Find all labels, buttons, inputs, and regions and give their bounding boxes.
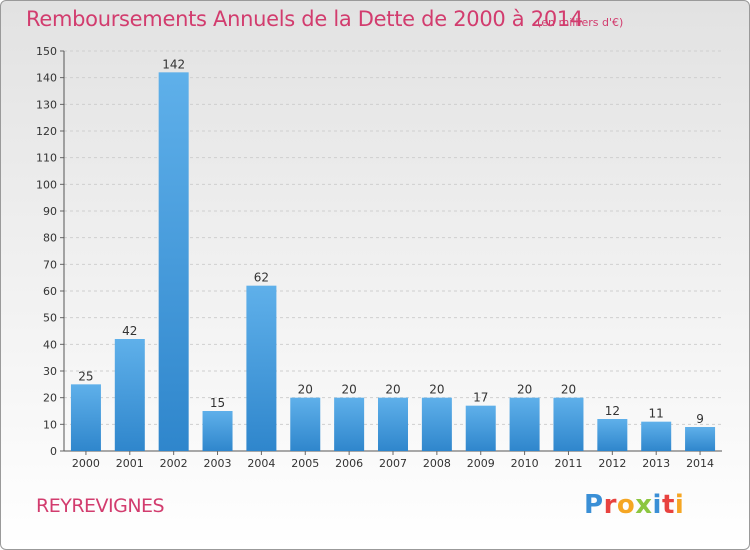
y-tick-label: 80 xyxy=(43,232,57,245)
x-tick-label: 2002 xyxy=(160,457,188,470)
x-tick-label: 2013 xyxy=(642,457,670,470)
y-tick-label: 70 xyxy=(43,258,57,271)
logo-letter: o xyxy=(616,490,636,520)
bar xyxy=(114,339,145,451)
x-tick-label: 2007 xyxy=(379,457,407,470)
bar xyxy=(378,397,408,451)
bar-value-label: 20 xyxy=(429,383,444,397)
logo-letter: P xyxy=(584,490,604,520)
x-tick-label: 2005 xyxy=(291,457,319,470)
y-tick-label: 50 xyxy=(43,312,57,325)
bar xyxy=(290,397,321,451)
bar xyxy=(509,397,540,451)
bar xyxy=(202,411,233,451)
y-tick-label: 90 xyxy=(43,205,57,218)
x-tick-label: 2001 xyxy=(116,457,144,470)
bar-value-label: 20 xyxy=(561,383,576,397)
logo-letter: r xyxy=(603,490,617,520)
x-tick-label: 2009 xyxy=(467,457,495,470)
y-tick-label: 150 xyxy=(36,45,57,58)
x-tick-label: 2004 xyxy=(247,457,275,470)
logo-letter: i xyxy=(674,490,685,520)
bar-value-label: 17 xyxy=(473,391,488,405)
x-tick-label: 2014 xyxy=(686,457,714,470)
y-tick-label: 30 xyxy=(43,365,57,378)
bar-value-label: 12 xyxy=(605,404,620,418)
y-tick-label: 10 xyxy=(43,418,57,431)
logo-letter: i xyxy=(652,490,662,520)
y-tick-label: 0 xyxy=(50,445,57,458)
logo-letter: t xyxy=(661,490,675,520)
x-tick-label: 2000 xyxy=(72,457,100,470)
chart-title: Remboursements Annuels de la Dette de 20… xyxy=(26,7,583,31)
commune-name: REYREVIGNES xyxy=(36,495,165,517)
bar xyxy=(641,421,672,451)
bar-value-label: 9 xyxy=(696,412,704,426)
x-tick-label: 2006 xyxy=(335,457,363,470)
proxiti-logo: Proxiti xyxy=(584,490,684,520)
y-tick-label: 100 xyxy=(36,178,57,191)
bar xyxy=(421,397,452,451)
bar-value-label: 20 xyxy=(385,383,400,397)
bar xyxy=(70,384,101,451)
x-tick-label: 2010 xyxy=(511,457,539,470)
x-tick-label: 2012 xyxy=(598,457,626,470)
chart-subtitle: (en milliers d'€) xyxy=(537,16,624,29)
bar-value-label: 20 xyxy=(341,383,356,397)
bar xyxy=(685,427,716,451)
y-tick-label: 120 xyxy=(36,125,57,138)
bar-value-label: 20 xyxy=(517,383,532,397)
bar xyxy=(597,419,628,451)
x-tick-label: 2011 xyxy=(554,457,582,470)
bar-value-label: 142 xyxy=(162,57,185,71)
bar-value-label: 25 xyxy=(78,369,93,383)
x-tick-label: 2008 xyxy=(423,457,451,470)
bar-value-label: 15 xyxy=(210,396,225,410)
bar-value-label: 20 xyxy=(298,383,313,397)
bar-value-label: 42 xyxy=(122,324,137,338)
y-tick-label: 20 xyxy=(43,392,57,405)
logo-letter: x xyxy=(635,490,653,520)
y-tick-label: 110 xyxy=(36,152,57,165)
bar xyxy=(158,72,189,451)
y-tick-label: 40 xyxy=(43,338,57,351)
bar xyxy=(465,405,496,451)
bar-value-label: 11 xyxy=(649,407,664,421)
bar-value-label: 62 xyxy=(254,271,269,285)
y-tick-label: 130 xyxy=(36,98,57,111)
bar xyxy=(334,397,365,451)
y-tick-label: 60 xyxy=(43,285,57,298)
bar xyxy=(246,285,277,451)
y-tick-label: 140 xyxy=(36,72,57,85)
x-tick-label: 2003 xyxy=(204,457,232,470)
bar xyxy=(553,397,584,451)
